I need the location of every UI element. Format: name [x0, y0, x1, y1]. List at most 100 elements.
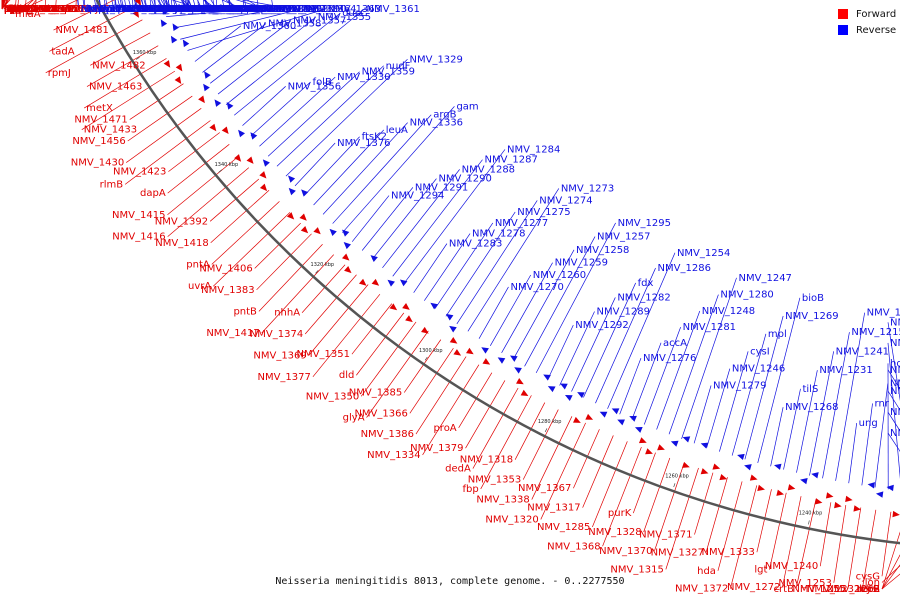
gene-leader-line: [887, 432, 900, 452]
kbp-tick-label: 1280 kbp: [538, 419, 562, 425]
reverse-gene-arrow: [611, 408, 620, 415]
kbp-tick-mark: [424, 356, 428, 361]
gene-label: NMV_1471: [74, 115, 127, 126]
forward-gene-arrow: [845, 495, 853, 503]
reverse-gene-arrow: [514, 367, 522, 374]
forward-gene-arrow: [482, 358, 491, 365]
gene-label: opaD: [20, 4, 47, 15]
gene-label: NMV_1501: [119, 4, 172, 15]
gene-label: rrmJ: [78, 4, 99, 15]
forward-gene-arrow: [645, 448, 653, 455]
forward-gene-arrow: [132, 10, 139, 18]
gene-label: NMV_1258: [576, 245, 629, 256]
gene-leader-line: [83, 58, 167, 109]
gene-leader-line: [847, 507, 862, 590]
gene-label: NMV_1490: [226, 4, 279, 15]
gene-label: NMV_1320: [485, 514, 538, 525]
gene-label: NMV_1593: [27, 4, 80, 15]
gene-leader-line: [531, 416, 573, 500]
forward-gene-arrow: [221, 126, 229, 134]
gene-label: NMV_1417: [206, 328, 259, 339]
reverse-gene-arrow: [342, 229, 350, 237]
gene-leader-line: [809, 351, 834, 476]
gene-label: NMV_1499: [4, 4, 57, 15]
gene-label: sdhC: [124, 4, 149, 15]
gene-leader-line: [835, 312, 865, 481]
gene-label: NMV_1377: [257, 372, 310, 383]
forward-gene-arrow: [749, 474, 758, 481]
gene-leader-line: [313, 129, 385, 206]
gene-leader-line: [654, 462, 685, 551]
gene-label: NMV_1366: [354, 408, 407, 419]
gene-leader-line: [254, 222, 301, 269]
gene-label: NMV_1318: [460, 455, 513, 466]
gene-leader-line: [167, 167, 250, 237]
gene-label: NMV_1430: [71, 158, 124, 169]
gene-label: NMV_1494: [87, 4, 140, 15]
gene-label: NMV_1482: [92, 60, 145, 71]
gene-leader-line: [445, 211, 516, 317]
gene-leader-line: [632, 452, 656, 514]
gene-leader-line: [250, 81, 311, 137]
gene-leader-line: [861, 403, 873, 486]
gene-label: NMV_1334: [367, 450, 420, 461]
gene-leader-line: [782, 496, 802, 588]
gene-leader-line: [129, 83, 184, 120]
gene-leader-line: [45, 19, 143, 74]
gene-label: NMV_1260: [533, 270, 586, 281]
gene-label: sucB: [146, 4, 170, 15]
gene-label: NMV_1570: [4, 4, 57, 15]
gene-leader-line: [887, 322, 900, 402]
forward-gene-arrow: [259, 171, 267, 179]
forward-gene-arrow: [300, 226, 309, 234]
gene-label: NMV_1406: [199, 263, 252, 274]
forward-gene-arrow: [466, 347, 474, 355]
gene-label: NMV_1491: [248, 4, 301, 15]
gene-leader-line: [322, 122, 408, 215]
gene-label: metE: [102, 4, 128, 15]
gene-label: NMV_1356: [288, 81, 341, 92]
reverse-gene-arrow: [329, 228, 337, 237]
gene-label: psd: [98, 4, 116, 15]
gene-label: NMV_1558: [4, 4, 57, 15]
gene-label: NMV_1279: [713, 380, 766, 391]
gene-label: NMV_1418: [155, 238, 208, 249]
gene-label: NMV_1215: [851, 327, 900, 338]
gene-label: NMV_1379: [410, 443, 463, 454]
forward-gene-arrow: [453, 349, 462, 356]
reverse-gene-arrow: [737, 453, 745, 461]
gene-leader-line: [173, 8, 277, 29]
gene-label: NMV_1253: [778, 578, 831, 589]
gene-label: NMV_1383: [201, 285, 254, 296]
gene-label: pilX: [153, 4, 172, 15]
gene-label: NMV_1555: [4, 4, 57, 15]
gene-leader-line: [168, 132, 220, 172]
gene-label: NMV_1572: [4, 4, 57, 15]
gene-label: pntA: [186, 259, 210, 270]
gene-label: NMV_1586: [4, 4, 57, 15]
gene-label: NMV_1436: [133, 4, 186, 15]
gene-leader-line: [535, 222, 616, 374]
kbp-tick-mark: [808, 520, 810, 525]
gene-leader-line: [796, 370, 818, 473]
gene-label: NMV_1534: [141, 4, 194, 15]
gene-label: gltA: [171, 4, 191, 15]
gene-label: recJ: [4, 4, 23, 15]
gene-label: NMV_1328: [588, 527, 641, 538]
gene-label: NMV_1272: [727, 582, 780, 593]
gene-label: NMV_1563: [4, 4, 57, 15]
reverse-gene-arrow: [370, 255, 378, 263]
gene-label: NMV_1283: [449, 239, 502, 250]
gene-label: NMV_1387: [253, 4, 306, 15]
reverse-gene-arrow: [481, 347, 489, 354]
forward-gene-arrow: [834, 501, 842, 509]
forward-gene-arrow: [259, 183, 268, 192]
gene-leader-line: [456, 200, 538, 325]
gene-label: fdx: [638, 278, 654, 289]
gene-leader-line: [874, 383, 889, 488]
gene-leader-line: [392, 159, 483, 277]
gene-leader-line: [434, 222, 494, 309]
gene-label: clpS: [4, 4, 25, 15]
gene-leader-line: [90, 32, 151, 66]
gene-label: NMV_1516: [4, 4, 57, 15]
